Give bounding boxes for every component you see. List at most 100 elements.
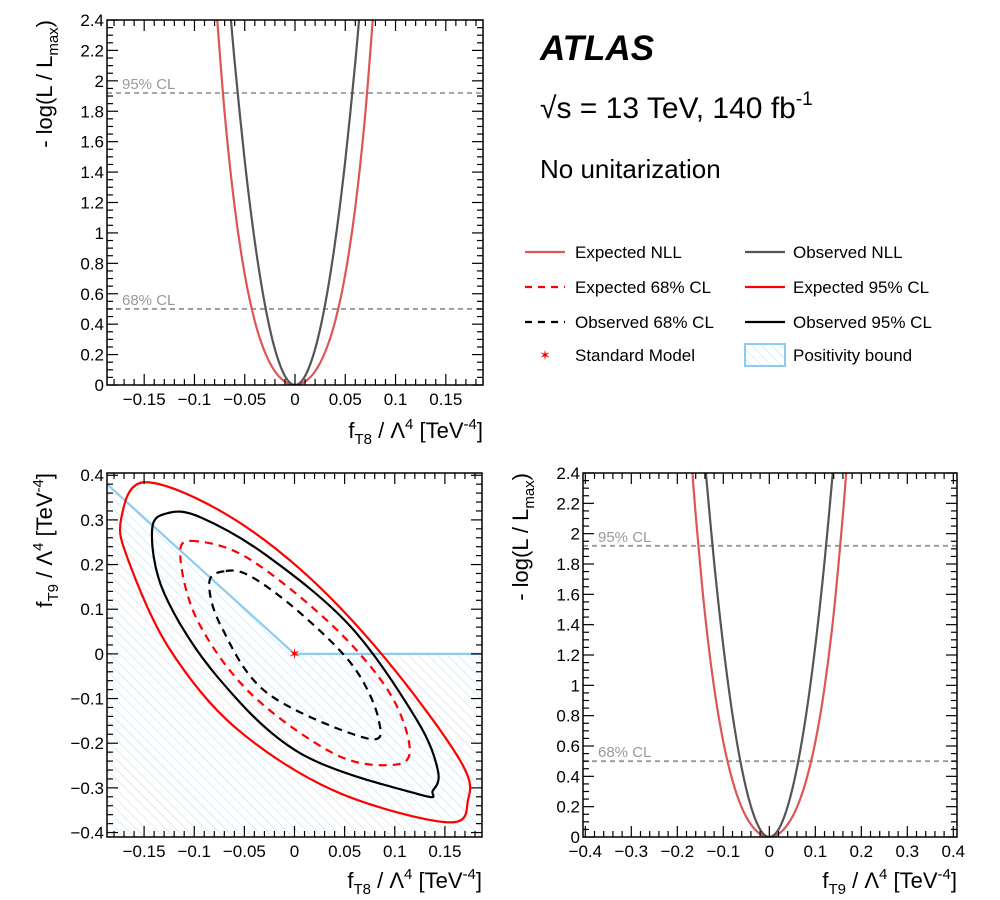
y-tick-label: 2.2	[80, 41, 104, 60]
y-axis-label: - log(L / Lmax)	[32, 20, 62, 148]
x-axis-label: fT8 / Λ4 [TeV-4]	[347, 866, 482, 898]
standard-model-star: ✶	[288, 646, 301, 663]
legend-item-standard-model: ✶ Standard Model	[539, 346, 695, 365]
y-axis-label: - log(L / Lmax)	[508, 473, 538, 601]
x-axis-label-part: 4	[405, 416, 413, 433]
x-axis-label-part: / Λ	[846, 868, 879, 893]
x-axis-label-part: T8	[354, 431, 372, 448]
y-tick-label: 1.8	[80, 102, 104, 121]
legend-label: Observed 95% CL	[793, 313, 932, 332]
x-tick-label: 0.2	[849, 842, 873, 861]
x-tick-label: 0	[290, 390, 299, 409]
y-tick-label: 0	[95, 645, 104, 664]
y-tick-label: 1.6	[80, 133, 104, 152]
y-tick-label: 0	[95, 376, 104, 395]
x-tick-label: −0.05	[223, 842, 266, 861]
x-tick-label: 0	[290, 842, 299, 861]
y-axis-label-part: T9	[45, 584, 62, 602]
y-axis-label-part: / Λ	[32, 551, 57, 584]
plot-frame	[582, 472, 958, 838]
y-tick-label: 0.6	[556, 737, 580, 756]
legend-item-expected-68--cl: Expected 68% CL	[525, 278, 711, 297]
x-axis-label-part: [TeV	[413, 418, 463, 443]
ticks	[107, 19, 483, 386]
x-tick-label: −0.2	[661, 842, 695, 861]
reference-label: 95% CL	[122, 76, 175, 93]
y-tick-label: 2.4	[556, 464, 580, 483]
y-axis-label-part: )	[508, 473, 533, 480]
x-tick-label: −0.05	[223, 390, 266, 409]
x-tick-label: −0.1	[177, 842, 211, 861]
contour-expected-95--cl	[118, 481, 472, 824]
legend-item-observed-68--cl: Observed 68% CL	[525, 313, 714, 332]
series-expected-nll	[691, 473, 848, 837]
y-tick-label: −0.2	[70, 734, 104, 753]
x-tick-label: 0.05	[329, 390, 362, 409]
y-tick-label: 0.4	[80, 466, 104, 485]
series-observed-nll	[704, 473, 834, 837]
y-tick-label: 1.2	[556, 646, 580, 665]
x-tick-label: −0.1	[707, 842, 741, 861]
contour-observed-95--cl	[150, 510, 440, 799]
positivity-region	[107, 484, 482, 837]
y-axis-label-part: 4	[30, 543, 47, 551]
y-tick-label: 0.6	[80, 285, 104, 304]
y-tick-label: 0	[571, 828, 580, 847]
y-tick-label: 1	[571, 676, 580, 695]
y-axis-label-part: -4	[30, 479, 47, 492]
legend-label: Positivity bound	[793, 346, 912, 365]
legend-hatch-icon	[744, 343, 786, 367]
x-tick-label: 0.4	[941, 842, 965, 861]
x-axis-label-part: [TeV	[412, 868, 462, 893]
y-tick-label: 2.2	[556, 494, 580, 513]
x-tick-label: 0.1	[383, 842, 407, 861]
positivity-bound-line	[107, 483, 482, 655]
legend: Expected NLL Observed NLL Expected 68% CL E…	[525, 243, 932, 367]
experiment-label: ATLAS	[539, 29, 654, 68]
y-axis-label-part: max	[45, 27, 62, 56]
y-tick-label: 0.8	[80, 254, 104, 273]
x-axis-label-part: T8	[353, 881, 371, 898]
x-axis-label-part: / Λ	[372, 418, 405, 443]
x-axis-label-part: 4	[404, 866, 412, 883]
y-tick-label: 0.2	[80, 556, 104, 575]
y-tick-label: 1.6	[556, 585, 580, 604]
y-tick-label: −0.4	[70, 824, 104, 843]
y-axis-label-part: - log(L / L	[508, 509, 533, 601]
legend-label: Expected NLL	[575, 243, 682, 262]
y-tick-label: 1.2	[80, 194, 104, 213]
x-axis-label-part: ]	[477, 418, 483, 443]
plot-area: 95% CL 68% CL	[583, 473, 957, 837]
ticks	[583, 472, 957, 838]
legend-item-expected-95--cl: Expected 95% CL	[745, 278, 929, 297]
y-tick-label: −0.3	[70, 779, 104, 798]
x-tick-label: −0.15	[123, 390, 166, 409]
y-tick-label: −0.1	[70, 690, 104, 709]
series-observed-nll	[229, 20, 361, 385]
y-tick-label: 0.3	[80, 511, 104, 530]
x-axis-label-part: T9	[828, 881, 846, 898]
x-tick-label: 0.1	[803, 842, 827, 861]
legend-label: Expected 95% CL	[793, 278, 929, 297]
legend-star-icon: ✶	[539, 347, 551, 363]
y-tick-label: 0.4	[80, 315, 104, 334]
x-axis-label-part: f	[347, 868, 354, 893]
energy-label: √s = 13 TeV, 140 fb-1	[540, 89, 813, 125]
atlas-header: ATLAS √s = 13 TeV, 140 fb-1 No unitariza…	[539, 29, 813, 184]
y-axis-label-part: [TeV	[32, 492, 57, 542]
x-tick-label: 0.15	[429, 390, 462, 409]
x-axis-label-part: [TeV	[887, 868, 937, 893]
x-tick-label: 0	[765, 842, 774, 861]
contour-observed-68--cl	[208, 569, 382, 741]
plot-frame	[106, 19, 484, 386]
legend-label: Expected 68% CL	[575, 278, 711, 297]
y-tick-label: 0.8	[556, 707, 580, 726]
legend-item-positivity-bound: Positivity bound	[744, 343, 912, 367]
legend-item-observed-95--cl: Observed 95% CL	[745, 313, 932, 332]
ticks	[107, 473, 482, 837]
plot-area: 95% CL 68% CL	[107, 20, 483, 385]
y-axis-label-part: f	[32, 601, 57, 608]
plot-area: ✶	[107, 481, 482, 837]
series-expected-nll	[216, 20, 374, 385]
